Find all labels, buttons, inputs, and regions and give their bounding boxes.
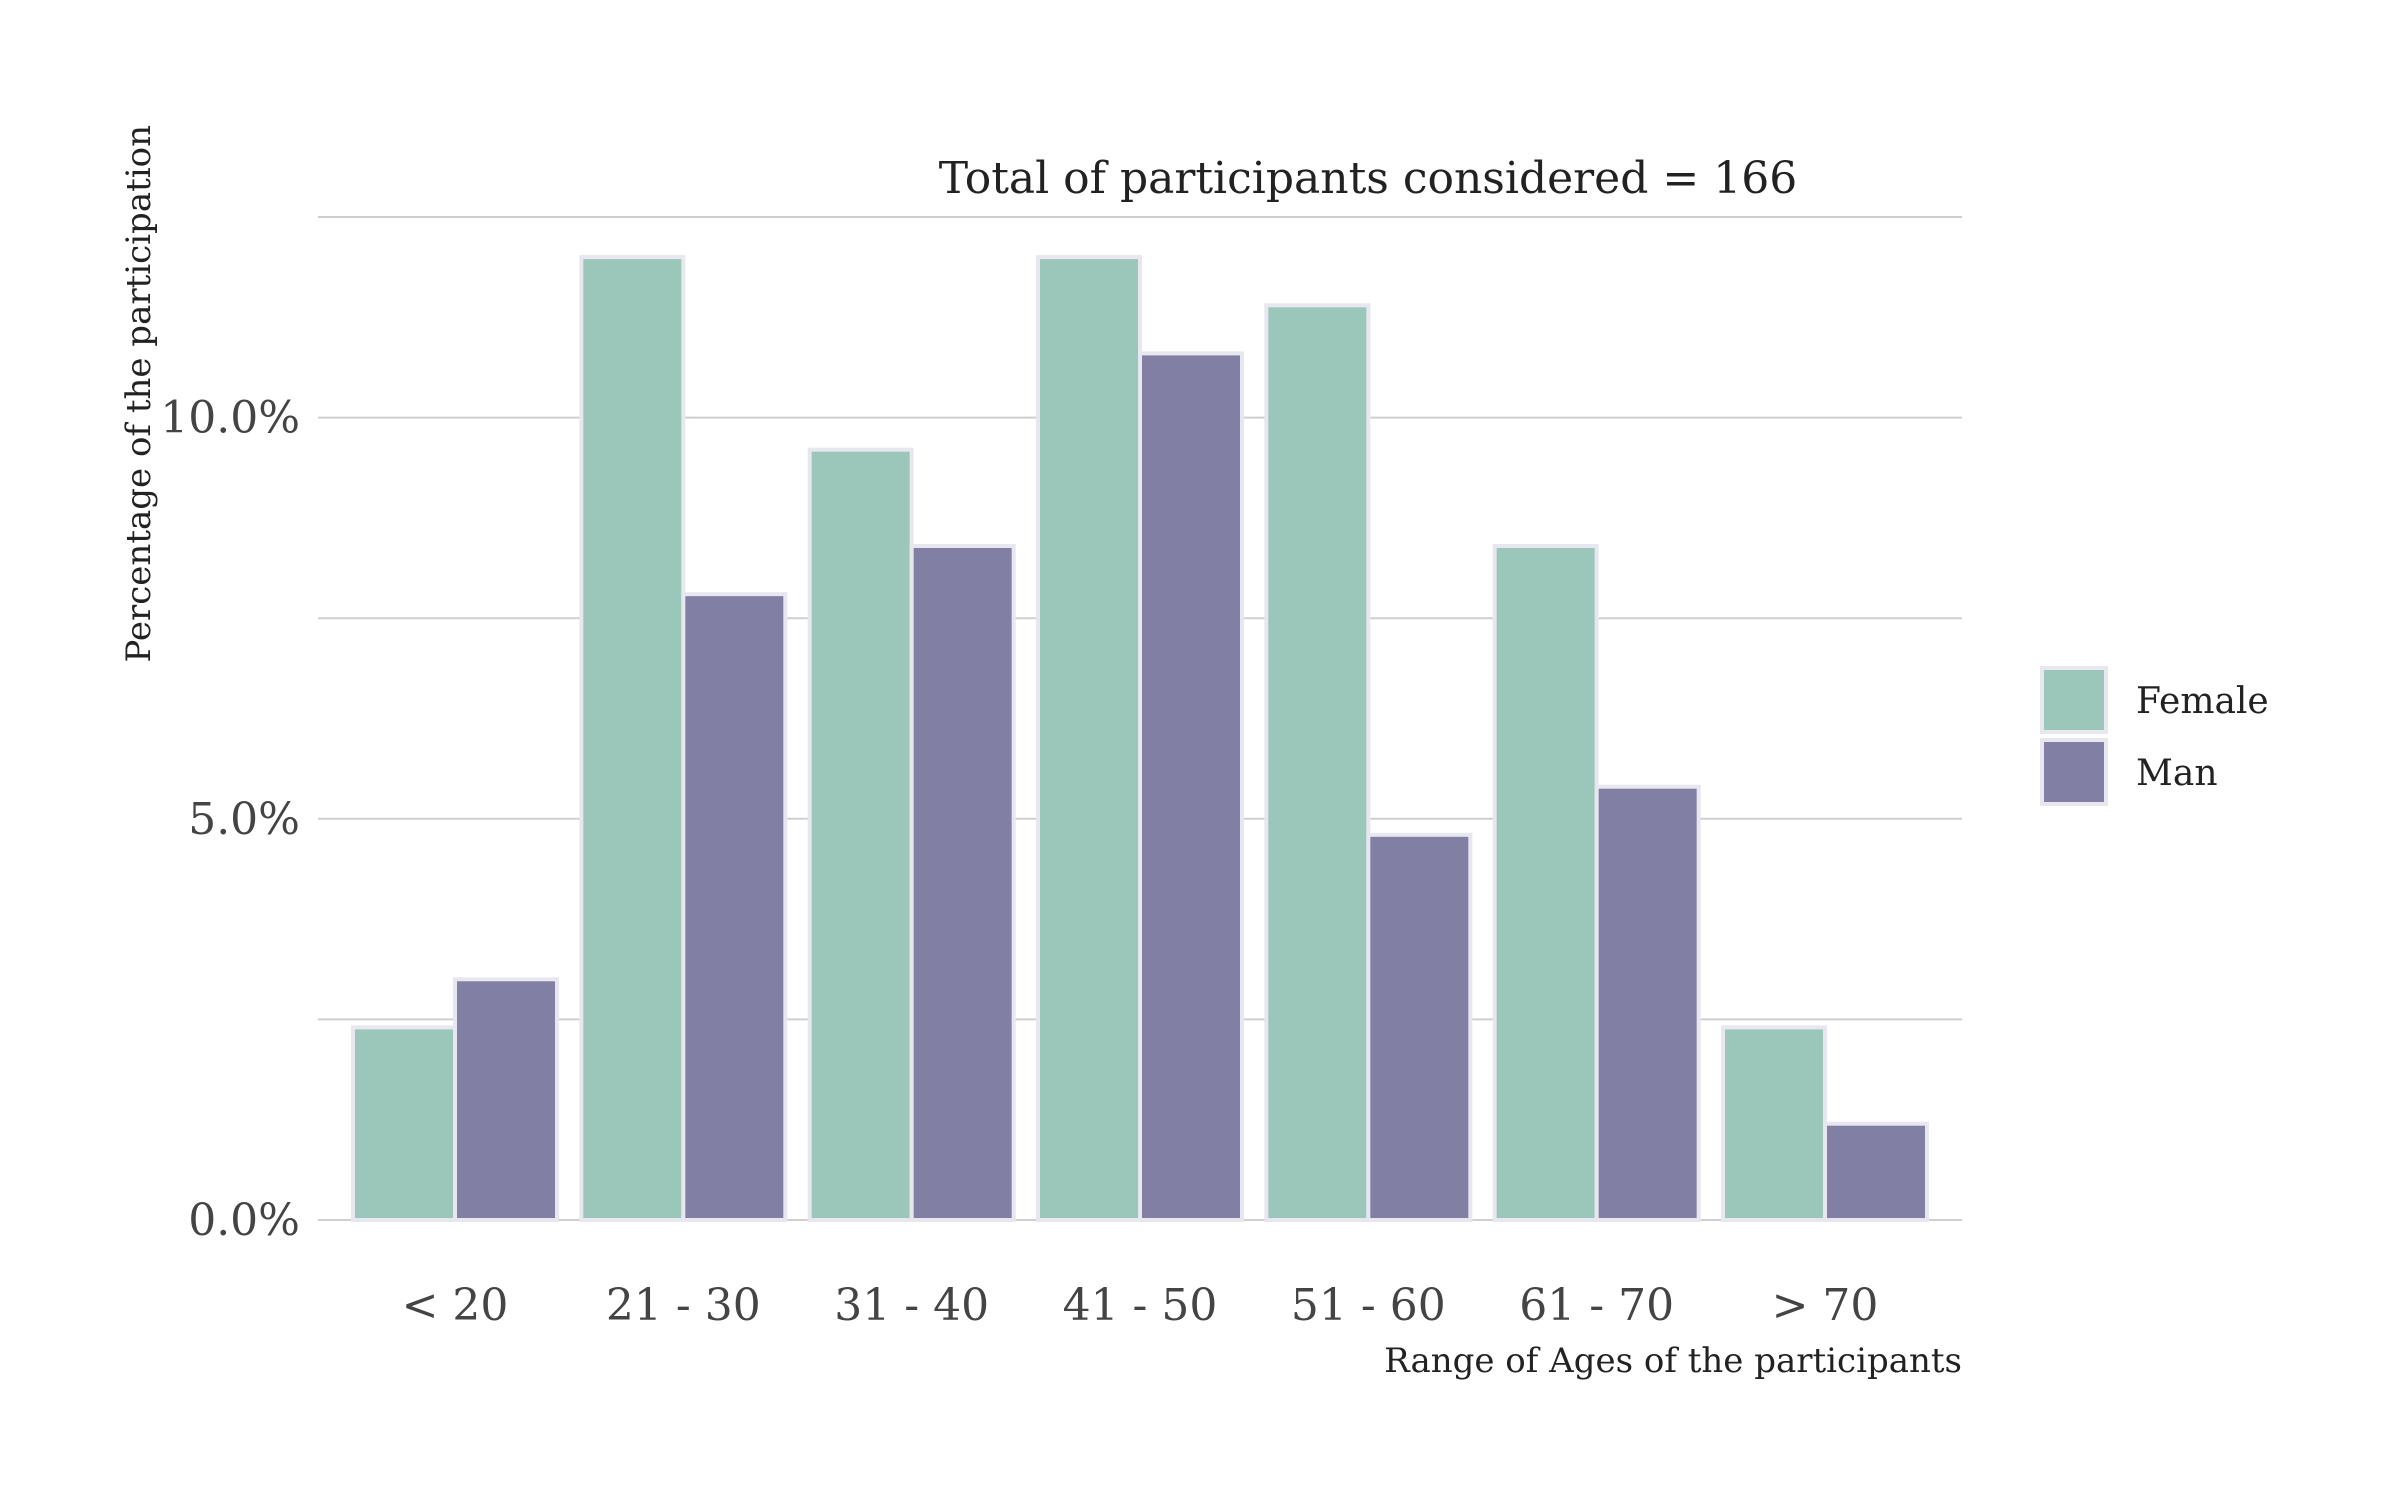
- bar-man-2: [909, 543, 1016, 1222]
- x-tick-label-5: 61 - 70: [1519, 1280, 1674, 1331]
- bar-man-3: [1138, 351, 1244, 1222]
- bar-man-0: [453, 977, 559, 1223]
- bar-female-3: [1036, 255, 1142, 1222]
- legend: Female Man: [2040, 666, 2269, 806]
- x-tick-labels: < 20 21 - 30 31 - 40 41 - 50 51 - 60 61 - 70 >…: [402, 1280, 1879, 1331]
- legend-swatch-man: [2040, 738, 2108, 806]
- y-tick-labels: 0.0% 5.0% 10.0%: [160, 393, 300, 1246]
- x-tick-label-3: 41 - 50: [1063, 1280, 1218, 1331]
- y-tick-label-0: 0.0%: [188, 1195, 300, 1246]
- legend-swatch-female: [2040, 666, 2108, 734]
- x-tick-label-0: < 20: [402, 1280, 509, 1331]
- bar-female-1: [579, 255, 686, 1222]
- x-tick-label-2: 31 - 40: [834, 1280, 989, 1331]
- bar-man-1: [681, 592, 788, 1222]
- x-tick-label-4: 51 - 60: [1291, 1280, 1446, 1331]
- bar-female-5: [1492, 543, 1599, 1222]
- bar-female-4: [1264, 303, 1371, 1223]
- bars: [351, 255, 1929, 1223]
- bar-man-4: [1366, 832, 1473, 1223]
- legend-label-female: Female: [2136, 681, 2269, 722]
- y-axis-title: Percentage of the participation: [119, 125, 159, 662]
- bar-man-6: [1823, 1121, 1929, 1223]
- y-tick-label-2: 10.0%: [160, 393, 300, 444]
- y-tick-label-1: 5.0%: [188, 794, 300, 845]
- x-tick-label-1: 21 - 30: [606, 1280, 761, 1331]
- bar-man-5: [1594, 784, 1701, 1222]
- bar-female-0: [351, 1025, 457, 1222]
- chart-title: Total of participants considered = 166: [939, 153, 1797, 204]
- x-tick-label-6: > 70: [1772, 1280, 1879, 1331]
- bar-female-6: [1721, 1025, 1827, 1222]
- bar-female-2: [807, 447, 914, 1223]
- x-axis-title: Range of Ages of the participants: [1384, 1341, 1962, 1381]
- legend-label-man: Man: [2136, 753, 2218, 794]
